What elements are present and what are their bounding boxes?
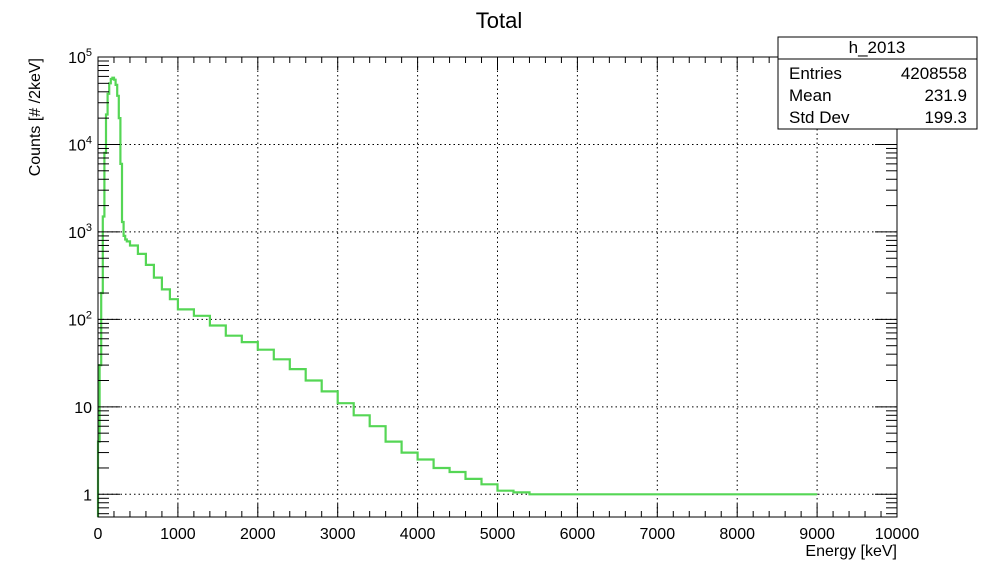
stats-label-stddev: Std Dev (789, 108, 850, 127)
x-tick-label: 5000 (480, 526, 516, 543)
y-axis-label: Counts [# /2keV] (27, 58, 44, 176)
x-axis-label: Energy [keV] (805, 543, 897, 560)
y-tick-label: 10 (74, 400, 92, 417)
axes: 0 1000 2000 3000 4000 5000 6000 7000 8000 9000 100… (68, 47, 919, 543)
stats-label-mean: Mean (789, 86, 832, 105)
x-tick-label: 9000 (799, 526, 835, 543)
stats-histogram-name: h_2013 (849, 38, 906, 57)
x-tick-label: 2000 (240, 526, 276, 543)
y-tick-label: 103 (68, 222, 92, 242)
x-tick-label: 3000 (320, 526, 356, 543)
stats-label-entries: Entries (789, 64, 842, 83)
x-tick-label: 6000 (560, 526, 596, 543)
chart-title: Total (476, 8, 522, 33)
stats-value-mean: 231.9 (924, 86, 967, 105)
x-tick-label: 4000 (400, 526, 436, 543)
y-tick-label: 102 (68, 309, 92, 329)
y-tick-label: 1 (83, 487, 92, 504)
stats-box-frame (777, 36, 978, 130)
x-tick-label: 10000 (875, 526, 920, 543)
y-tick-label: 105 (68, 47, 92, 67)
x-tick-label: 0 (94, 526, 103, 543)
stats-box: h_2013 Entries 4208558 Mean 231.9 Std De… (777, 36, 978, 130)
x-tick-label: 1000 (160, 526, 196, 543)
stats-value-entries: 4208558 (901, 64, 967, 83)
histogram-series-line (96, 76, 818, 517)
x-tick-label: 8000 (719, 526, 755, 543)
y-tick-label: 104 (68, 134, 92, 154)
x-tick-label: 7000 (640, 526, 676, 543)
grid (98, 57, 897, 517)
stats-value-stddev: 199.3 (924, 108, 967, 127)
